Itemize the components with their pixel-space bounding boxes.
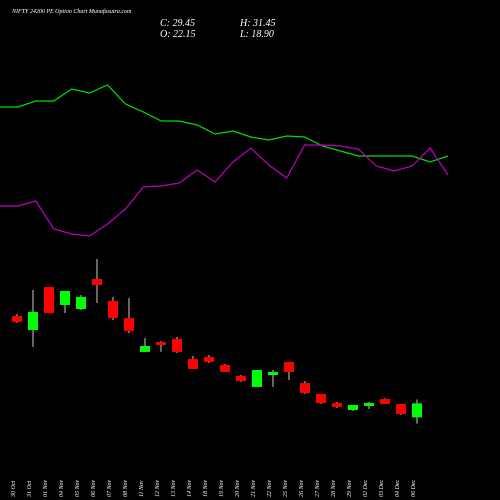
- candle-body: [204, 356, 214, 362]
- x-tick-label: 12 Nov: [155, 479, 161, 497]
- x-tick-label: 30 Oct: [11, 481, 17, 498]
- x-tick-label: 08 Nov: [123, 479, 129, 497]
- candle-body: [188, 359, 198, 370]
- candle-body: [44, 286, 54, 314]
- candle-body: [92, 279, 102, 285]
- x-tick-label: 14 Nov: [186, 479, 193, 497]
- candle-body: [172, 339, 182, 352]
- x-tick-label: 02 Dec: [363, 480, 369, 497]
- candle-body: [300, 383, 310, 394]
- high-label: H: 31.45: [239, 18, 276, 29]
- x-tick-label: 06 Dec: [411, 480, 417, 497]
- candle-body: [348, 405, 358, 410]
- indicator-line: [0, 84, 449, 163]
- close-label: C: 29.45: [160, 18, 195, 29]
- x-tick-label: 29 Nov: [347, 479, 353, 497]
- candle-body: [380, 399, 390, 405]
- x-tick-label: 11 Nov: [139, 480, 145, 497]
- candle-body: [252, 370, 262, 387]
- x-tick-label: 05 Nov: [75, 479, 81, 497]
- indicator-line: [0, 144, 449, 237]
- x-tick-label: 20 Nov: [235, 479, 241, 497]
- candle-body: [316, 394, 326, 404]
- candle-body: [284, 361, 294, 372]
- x-tick-label: 31 Oct: [27, 481, 33, 498]
- candle-body: [268, 371, 278, 375]
- x-tick-label: 25 Nov: [283, 479, 289, 497]
- candle-body: [236, 375, 246, 381]
- chart-title: NIFTY 24200 PE Option Chart Munafasutra.…: [11, 8, 132, 15]
- x-tick-label: 28 Nov: [331, 479, 337, 497]
- x-tick-label: 26 Nov: [299, 479, 305, 497]
- x-tick-label: 22 Nov: [267, 479, 273, 497]
- candle-body: [124, 318, 134, 331]
- candle-body: [412, 403, 422, 418]
- candle-body: [364, 403, 374, 406]
- open-label: O: 22.15: [160, 29, 196, 40]
- low-label: L: 18.90: [239, 29, 274, 40]
- x-tick-label: 01 Nov: [43, 479, 49, 497]
- candle-body: [12, 315, 22, 322]
- x-tick-label: 19 Nov: [219, 479, 225, 497]
- candle-body: [332, 403, 342, 407]
- candle-body: [156, 341, 166, 345]
- candle-body: [140, 345, 150, 352]
- x-tick-label: 04 Nov: [58, 479, 65, 497]
- x-tick-label: 07 Nov: [107, 479, 113, 497]
- x-tick-label: 03 Dec: [379, 480, 385, 497]
- candle-body: [220, 365, 230, 372]
- x-tick-label: 04 Dec: [394, 480, 401, 497]
- candle-body: [60, 290, 70, 305]
- candle-body: [28, 311, 38, 330]
- x-tick-label: 13 Nov: [171, 479, 177, 497]
- x-tick-label: 27 Nov: [315, 479, 321, 497]
- x-tick-label: 18 Nov: [203, 479, 209, 497]
- candle-body: [76, 296, 86, 310]
- candle-body: [396, 404, 406, 415]
- candle-body: [108, 300, 118, 319]
- x-tick-label: 06 Nov: [91, 479, 97, 497]
- x-tick-label: 21 Nov: [251, 479, 257, 497]
